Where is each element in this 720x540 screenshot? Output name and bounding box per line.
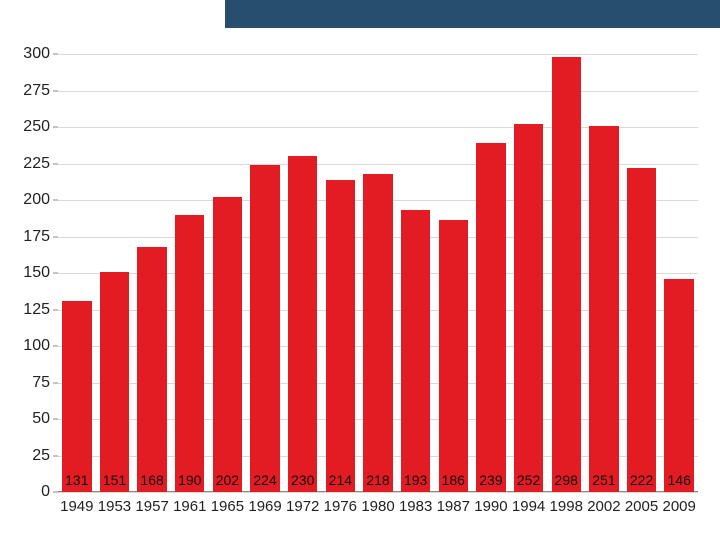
- plot-area: [58, 54, 698, 492]
- y-tick: [53, 419, 58, 420]
- bar: [326, 180, 355, 492]
- bar-value-label: 146: [664, 472, 693, 488]
- bar-value-label: 251: [589, 472, 618, 488]
- y-axis-label: 175: [10, 228, 50, 246]
- y-tick: [53, 455, 58, 456]
- x-axis-label: 1980: [361, 498, 394, 515]
- y-axis-label: 50: [10, 410, 50, 428]
- bar: [401, 210, 430, 492]
- bar-value-label: 193: [401, 472, 430, 488]
- bar: [250, 165, 279, 492]
- y-axis-label: 275: [10, 82, 50, 100]
- y-axis-label: 200: [10, 191, 50, 209]
- bar: [175, 215, 204, 492]
- bar-value-label: 131: [62, 472, 91, 488]
- gridline: [58, 492, 698, 493]
- y-axis-label: 225: [10, 155, 50, 173]
- x-axis-label: 1983: [399, 498, 432, 515]
- bar-value-label: 239: [476, 472, 505, 488]
- bar: [514, 124, 543, 492]
- x-axis-label: 1994: [512, 498, 545, 515]
- bar-value-label: 190: [175, 472, 204, 488]
- bar: [363, 174, 392, 492]
- y-tick: [53, 492, 58, 493]
- bar-value-label: 224: [250, 472, 279, 488]
- bar-value-label: 252: [514, 472, 543, 488]
- bar-value-label: 298: [552, 472, 581, 488]
- x-axis-label: 1961: [173, 498, 206, 515]
- y-tick: [53, 127, 58, 128]
- bar-value-label: 218: [363, 472, 392, 488]
- bar: [664, 279, 693, 492]
- bar: [627, 168, 656, 492]
- bar-value-label: 214: [326, 472, 355, 488]
- bar: [213, 197, 242, 492]
- bar: [476, 143, 505, 492]
- y-tick: [53, 346, 58, 347]
- x-axis-label: 1957: [135, 498, 168, 515]
- y-tick: [53, 236, 58, 237]
- x-axis-label: 1998: [550, 498, 583, 515]
- bar-chart: 0 25 50 75 100 125 150 175 200 225 250 275 300 131 194…: [10, 36, 710, 530]
- x-axis-label: 1965: [211, 498, 244, 515]
- y-tick: [53, 54, 58, 55]
- y-axis-label: 250: [10, 118, 50, 136]
- bar-value-label: 202: [213, 472, 242, 488]
- y-tick: [53, 309, 58, 310]
- bar: [100, 272, 129, 492]
- x-axis-label: 1953: [98, 498, 131, 515]
- x-axis-label: 2005: [625, 498, 658, 515]
- bar: [137, 247, 166, 492]
- x-axis-label: 2002: [587, 498, 620, 515]
- bar-value-label: 230: [288, 472, 317, 488]
- x-axis-label: 1987: [437, 498, 470, 515]
- y-axis-label: 75: [10, 374, 50, 392]
- bar-value-label: 168: [137, 472, 166, 488]
- y-tick: [53, 90, 58, 91]
- bar: [62, 301, 91, 492]
- x-axis-label: 1990: [474, 498, 507, 515]
- y-axis-label: 150: [10, 264, 50, 282]
- y-axis-label: 0: [10, 483, 50, 501]
- y-tick: [53, 163, 58, 164]
- x-axis-label: 1949: [60, 498, 93, 515]
- x-axis-label: 2009: [662, 498, 695, 515]
- bar: [552, 57, 581, 492]
- bar: [589, 126, 618, 492]
- header-strip: [225, 0, 720, 28]
- bar-value-label: 222: [627, 472, 656, 488]
- y-tick: [53, 273, 58, 274]
- bar: [439, 220, 468, 492]
- y-axis-label: 300: [10, 45, 50, 63]
- y-axis-label: 125: [10, 301, 50, 319]
- y-axis-label: 100: [10, 337, 50, 355]
- bar: [288, 156, 317, 492]
- x-axis-label: 1976: [324, 498, 357, 515]
- x-axis-label: 1969: [248, 498, 281, 515]
- bar-value-label: 151: [100, 472, 129, 488]
- y-tick: [53, 382, 58, 383]
- y-tick: [53, 200, 58, 201]
- x-axis-label: 1972: [286, 498, 319, 515]
- gridline: [58, 54, 698, 55]
- bar-value-label: 186: [439, 472, 468, 488]
- y-axis-label: 25: [10, 447, 50, 465]
- gridline: [58, 91, 698, 92]
